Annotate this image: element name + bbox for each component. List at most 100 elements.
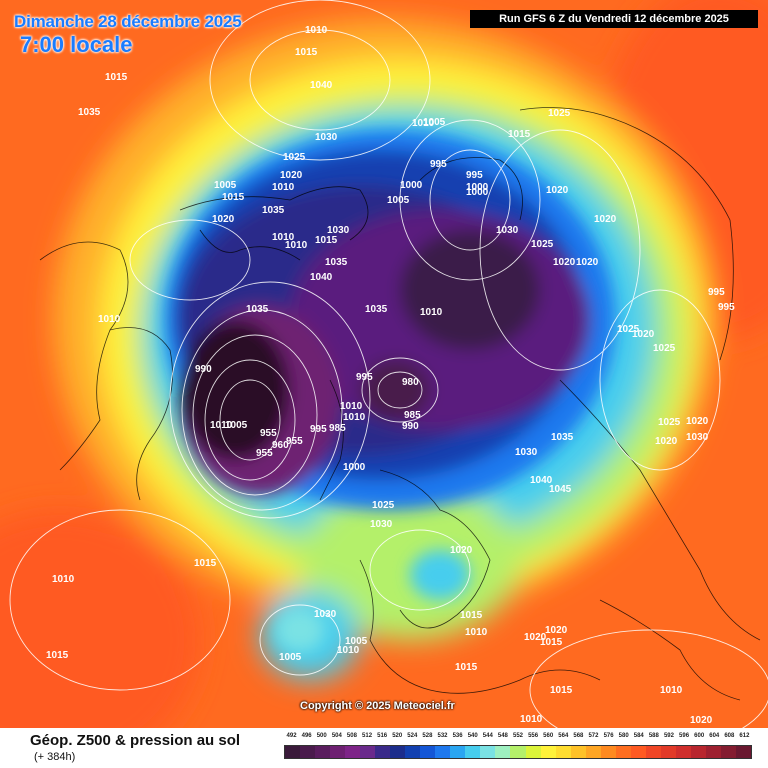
isobar-label: 1010	[343, 412, 366, 423]
isobar-label: 1020	[524, 632, 547, 643]
isobar-label: 1000	[400, 180, 423, 191]
scale-swatch	[450, 746, 466, 758]
isobar-label: 1020	[545, 625, 568, 636]
isobar-label: 1015	[455, 662, 478, 673]
isobar-label: 1020	[594, 214, 617, 225]
isobar-label: 1035	[551, 432, 574, 443]
scale-swatch	[510, 746, 526, 758]
coastlines	[39, 107, 761, 701]
isobar-label: 1000	[466, 182, 489, 193]
isobar-label: 1035	[246, 304, 269, 315]
scale-label: 600	[694, 733, 705, 739]
isobar-label: 960	[272, 440, 289, 451]
isobar-label: 1030	[515, 447, 538, 458]
isobar-label: 1020	[212, 214, 235, 225]
isobar-label: 1030	[496, 225, 519, 236]
isobar-label: 1020	[632, 329, 655, 340]
isobar-label: 1010	[465, 627, 488, 638]
scale-swatch	[525, 746, 541, 758]
isobars	[9, 0, 768, 728]
geopotential-shading	[0, 0, 768, 728]
isobar-label: 1025	[372, 500, 395, 511]
isobar-label: 1005	[225, 420, 248, 431]
isobar-label: 1005	[345, 636, 368, 647]
scale-label: 572	[588, 733, 599, 739]
scale-label: 512	[362, 733, 373, 739]
isobar-label: 1040	[530, 475, 553, 486]
isobar-label: 1010	[520, 714, 543, 725]
scale-swatch	[375, 746, 391, 758]
isobar-label: 990	[402, 421, 419, 432]
scale-swatch	[405, 746, 421, 758]
isobar-label: 990	[195, 364, 212, 375]
isobar-label: 1010	[285, 240, 308, 251]
scale-label: 564	[558, 733, 569, 739]
scale-swatch	[315, 746, 331, 758]
scale-swatch	[570, 746, 586, 758]
scale-swatch	[615, 746, 631, 758]
isobar-label: 1030	[315, 132, 338, 143]
scale-label: 552	[512, 733, 523, 739]
isobar-label: 1010	[420, 307, 443, 318]
isobar-label: 1030	[314, 609, 337, 620]
scale-swatch	[330, 746, 346, 758]
isobar-label: 1010	[52, 574, 75, 585]
isobar-label: 955	[286, 436, 303, 447]
scale-label: 508	[346, 733, 357, 739]
isobar-label: 1015	[194, 558, 217, 569]
isobar-label: 1015	[222, 192, 245, 203]
scale-label: 584	[633, 733, 644, 739]
scale-swatch	[555, 746, 571, 758]
lead-time: (+ 384h)	[34, 751, 76, 763]
color-scale-legend: 492 496 500 504 508 512 516 520 524 528 532 536 540 5…	[284, 733, 752, 759]
isobar-label: 1005	[423, 117, 446, 128]
weather-map: 1010101510151035104010301025102010101005…	[0, 0, 768, 728]
isobar-label: 1020	[690, 715, 713, 726]
scale-label: 596	[679, 733, 690, 739]
isobar-label: 995	[430, 159, 447, 170]
scale-label: 520	[392, 733, 403, 739]
scale-swatch	[435, 746, 451, 758]
isobar-label: 1010	[305, 25, 328, 36]
isobar-label: 1020	[280, 170, 303, 181]
isobar-label: 1025	[617, 324, 640, 335]
isobar-label: 1010	[412, 118, 435, 129]
scale-swatch	[690, 746, 706, 758]
scale-swatch	[495, 746, 511, 758]
isobar-label: 955	[260, 428, 277, 439]
scale-label: 492	[286, 733, 297, 739]
forecast-time-title: 7:00 locale	[20, 32, 133, 57]
isobar-label: 995	[310, 424, 327, 435]
scale-label: 592	[663, 733, 674, 739]
isobar-label: 1035	[325, 257, 348, 268]
isobar-label: 995	[718, 302, 735, 313]
scale-label: 532	[437, 733, 448, 739]
scale-swatch	[285, 746, 301, 758]
scale-swatch	[675, 746, 691, 758]
isobar-label: 1035	[78, 107, 101, 118]
copyright-notice: Copyright © 2025 Meteociel.fr	[300, 700, 455, 712]
isobar-label: 1015	[295, 47, 318, 58]
isobar-label: 1020	[450, 545, 473, 556]
isobar-label: 1000	[343, 462, 366, 473]
isobar-label: 1010	[340, 401, 363, 412]
scale-swatch	[630, 746, 646, 758]
isobar-label: 1010	[98, 314, 121, 325]
scale-swatch	[585, 746, 601, 758]
scale-swatch	[300, 746, 316, 758]
isobar-label: 1015	[315, 235, 338, 246]
isobar-label: 1020	[576, 257, 599, 268]
isobar-label: 1035	[365, 304, 388, 315]
scale-label: 576	[603, 733, 614, 739]
scale-label: 528	[422, 733, 433, 739]
scale-swatch	[540, 746, 556, 758]
scale-label: 560	[543, 733, 554, 739]
isobar-label: 1045	[549, 484, 572, 495]
scale-swatch	[660, 746, 676, 758]
forecast-date-title: Dimanche 28 décembre 2025	[14, 12, 242, 31]
scale-label: 580	[618, 733, 629, 739]
scale-label: 500	[316, 733, 327, 739]
scale-label: 544	[482, 733, 493, 739]
scale-label: 588	[648, 733, 659, 739]
isobar-label: 1010	[660, 685, 683, 696]
